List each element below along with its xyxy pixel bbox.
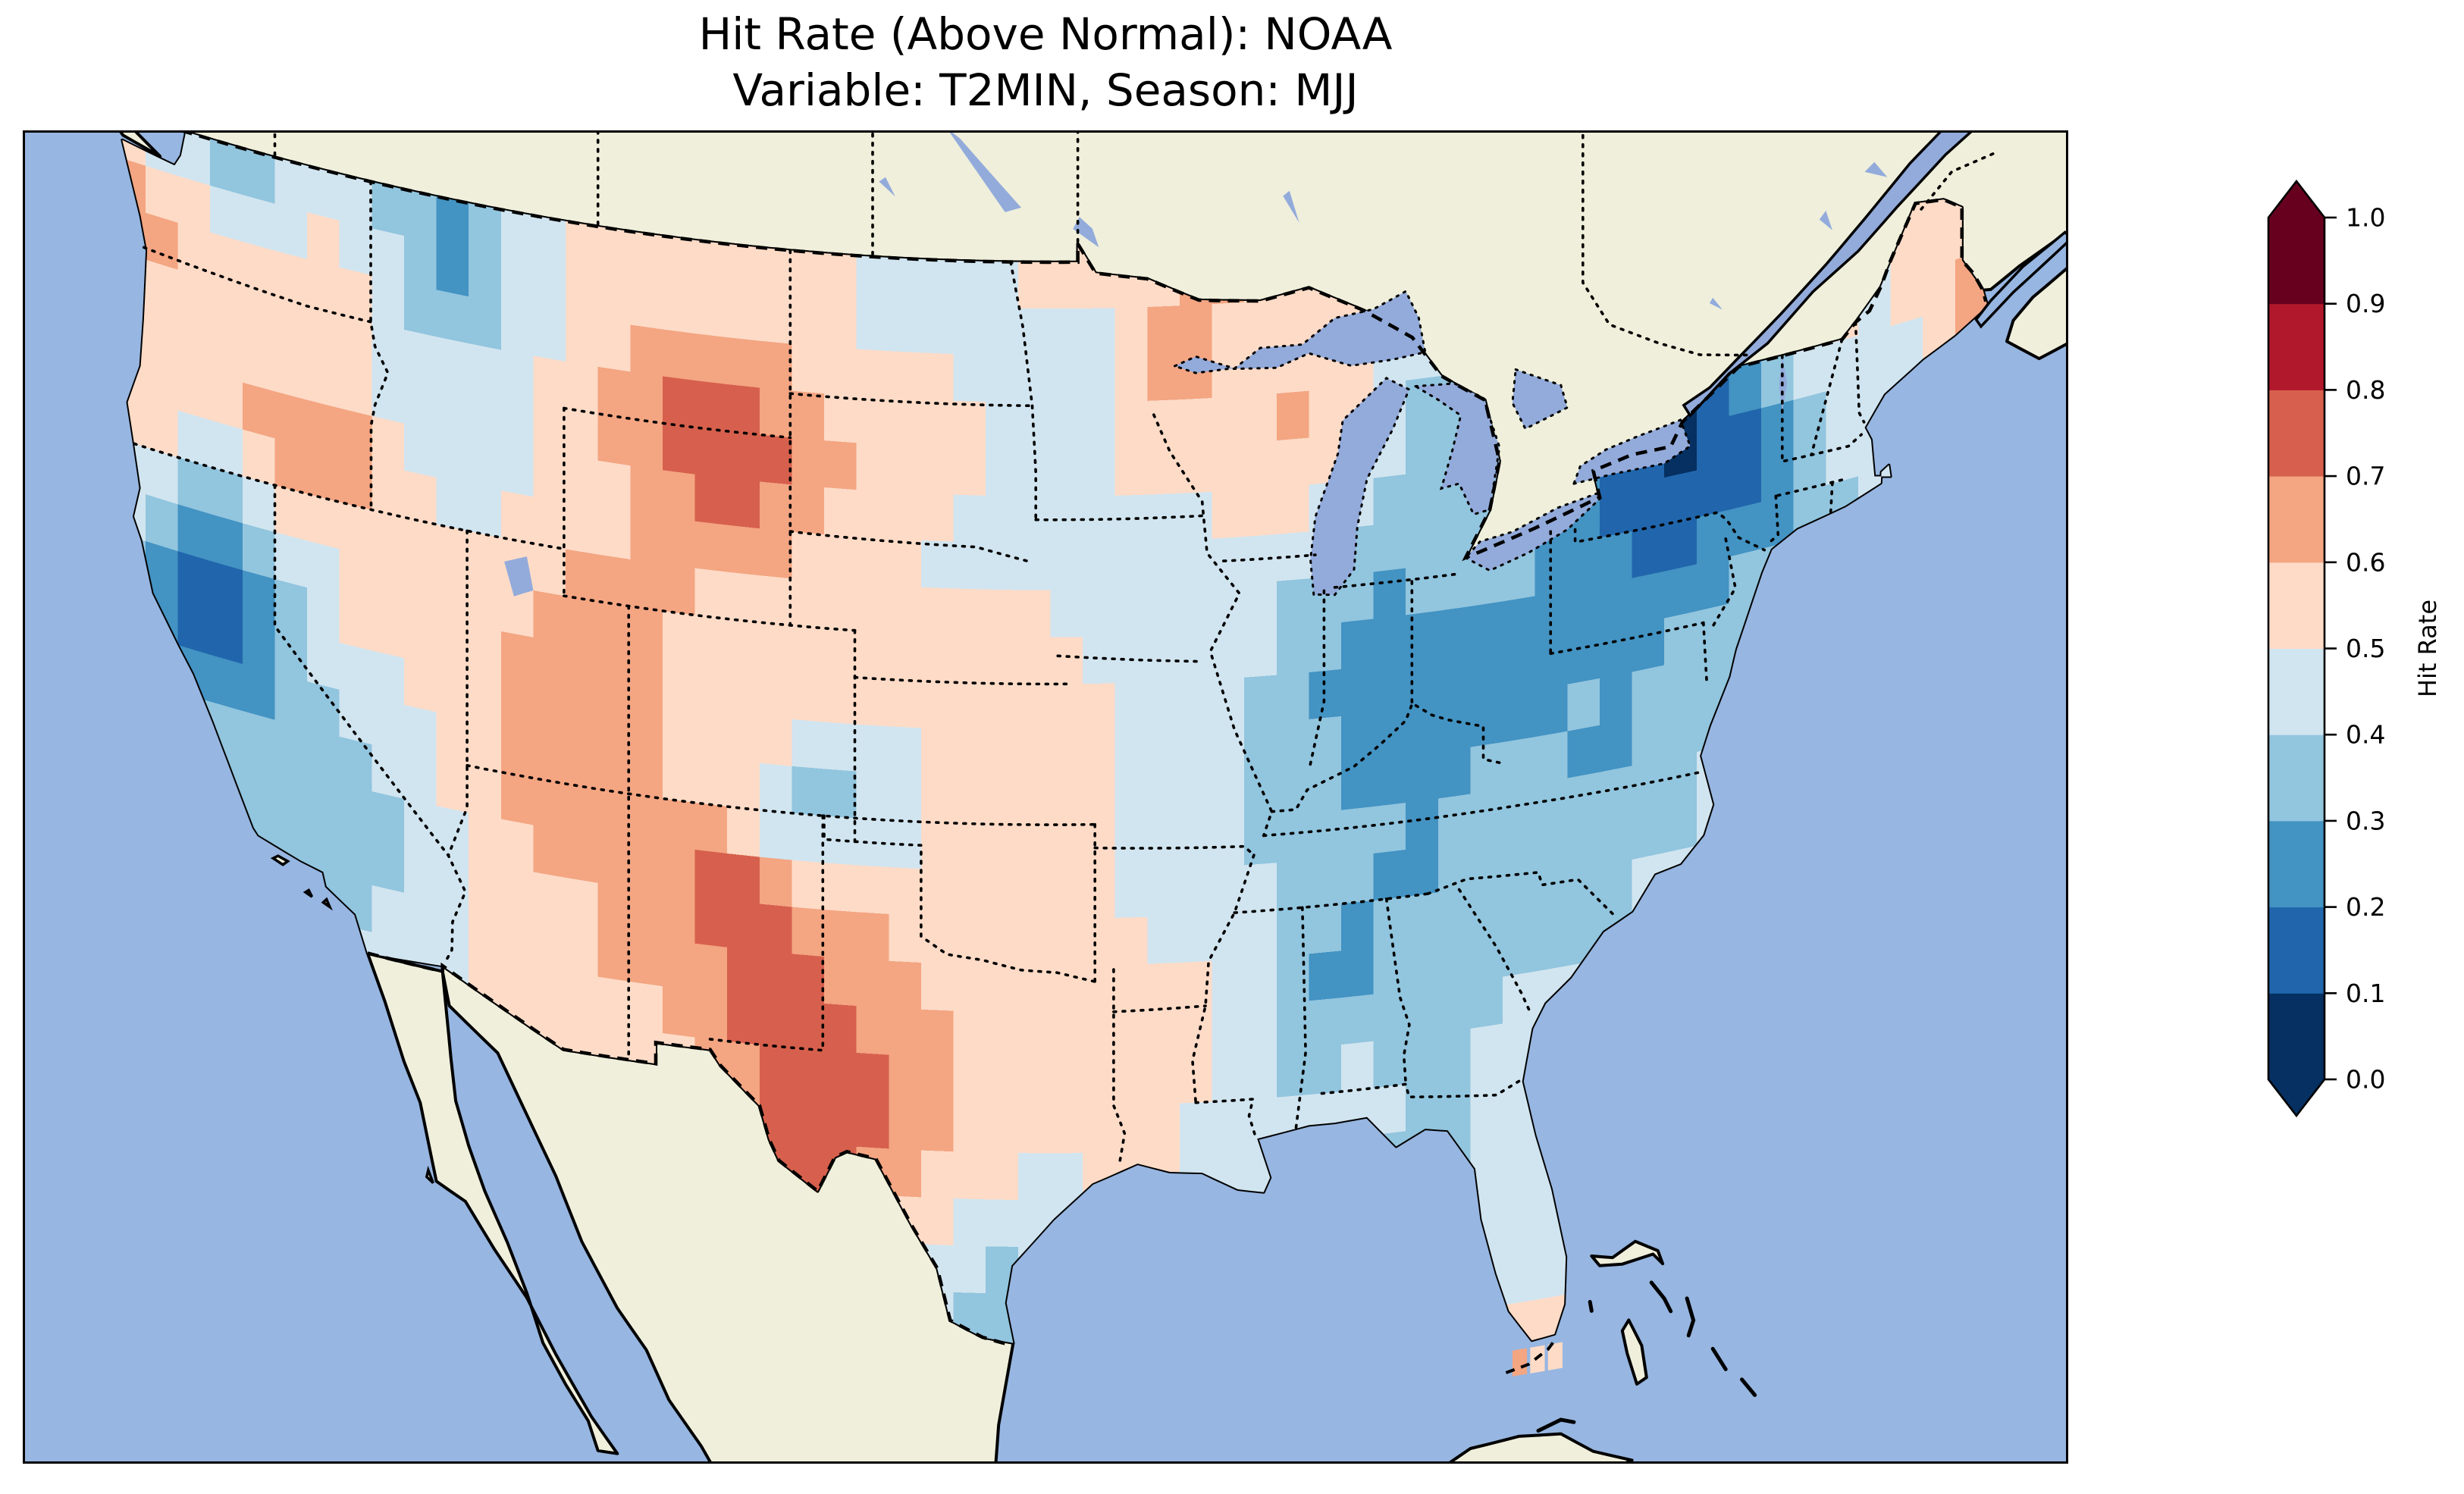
colorbar-axis-label: Hit Rate xyxy=(2413,600,2442,697)
figure-title: Hit Rate (Above Normal): NOAA Variable: … xyxy=(23,6,2068,118)
colorbar-container: 0.0 0.1 0.2 0.3 0.4 0.5 0.6 0.7 0.8 0.9 1.0 Hit Rat… xyxy=(2229,152,2464,1160)
colorbar-tick-label: 0.6 xyxy=(2346,547,2385,577)
colorbar-tick-label: 0.1 xyxy=(2346,979,2385,1008)
national-borders xyxy=(180,130,1988,1348)
colorbar-tick-label: 0.2 xyxy=(2346,892,2385,922)
map-frame xyxy=(23,130,2068,1464)
figure-title-line2: Variable: T2MIN, Season: MJJ xyxy=(732,64,1359,117)
colorbar: 0.0 0.1 0.2 0.3 0.4 0.5 0.6 0.7 0.8 0.9 1.0 Hit Rat… xyxy=(2267,179,2442,1118)
cuba xyxy=(1445,1432,1634,1464)
florida-keys xyxy=(1505,1337,1558,1374)
baja-california-land xyxy=(365,951,619,1455)
colorbar-tick-label: 0.5 xyxy=(2346,634,2385,663)
colorbar-tick-label: 0.0 xyxy=(2346,1065,2385,1095)
andros-island xyxy=(1620,1318,1648,1386)
colorbar-tick-label: 0.8 xyxy=(2346,375,2385,405)
colorbar-tick-label: 0.4 xyxy=(2346,720,2385,750)
st-lawrence-river xyxy=(1682,130,1975,418)
islands-layer xyxy=(118,130,2068,1464)
colorbar-tick-label: 0.7 xyxy=(2346,462,2385,491)
vancouver-island xyxy=(118,130,162,158)
colorbar-tick-label: 1.0 xyxy=(2346,203,2385,233)
colorbar-extend-min xyxy=(2268,1079,2324,1116)
map-panel xyxy=(23,130,2068,1464)
figure-title-line1: Hit Rate (Above Normal): NOAA xyxy=(698,8,1393,60)
conus-hit-rate-map xyxy=(23,130,2068,1464)
colorbar-tick-label: 0.3 xyxy=(2346,806,2385,835)
state-borders xyxy=(133,130,1995,1164)
nova-scotia xyxy=(2005,265,2068,361)
colorbar-extend-max xyxy=(2268,181,2324,218)
colorbar-tick-label: 0.9 xyxy=(2346,289,2385,318)
bay-of-fundy xyxy=(1974,230,2068,329)
grand-bahama xyxy=(1590,1239,1665,1267)
